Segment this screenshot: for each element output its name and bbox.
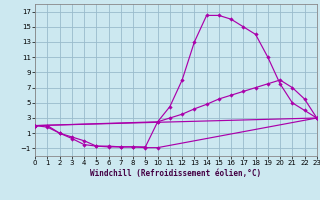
X-axis label: Windchill (Refroidissement éolien,°C): Windchill (Refroidissement éolien,°C) xyxy=(91,169,261,178)
